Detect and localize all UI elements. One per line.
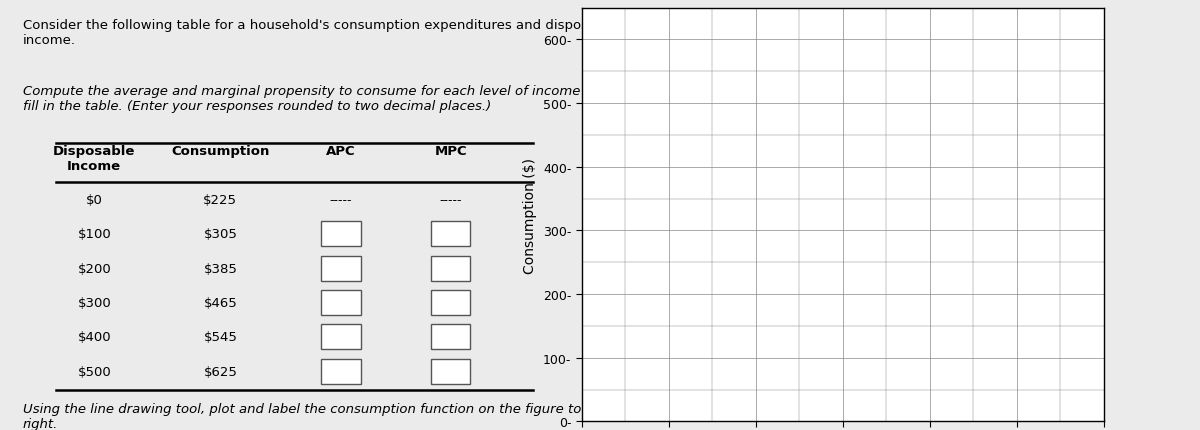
Y-axis label: Consumption ($): Consumption ($) [523,157,538,273]
FancyBboxPatch shape [322,359,361,384]
Text: $100: $100 [77,228,112,241]
FancyBboxPatch shape [431,256,470,281]
Text: Compute the average and marginal propensity to consume for each level of income : Compute the average and marginal propens… [23,85,610,113]
FancyBboxPatch shape [431,359,470,384]
Text: $300: $300 [77,296,112,309]
FancyBboxPatch shape [431,325,470,350]
Text: Using the line drawing tool, plot and label the consumption function on the figu: Using the line drawing tool, plot and la… [23,402,607,430]
Text: $545: $545 [204,331,238,344]
FancyBboxPatch shape [431,222,470,247]
Text: Consider the following table for a household's consumption expenditures and disp: Consider the following table for a house… [23,19,617,47]
Text: $225: $225 [203,194,238,206]
Text: -----: ----- [330,194,353,206]
Text: $400: $400 [78,331,112,344]
Text: $500: $500 [77,365,112,378]
Text: $200: $200 [77,262,112,275]
FancyBboxPatch shape [322,222,361,247]
Text: $305: $305 [204,228,238,241]
Text: $625: $625 [204,365,238,378]
FancyBboxPatch shape [322,325,361,350]
FancyBboxPatch shape [322,290,361,315]
FancyBboxPatch shape [322,256,361,281]
Text: MPC: MPC [434,145,467,158]
Text: $385: $385 [204,262,238,275]
Text: $465: $465 [204,296,238,309]
Text: Disposable
Income: Disposable Income [53,145,136,173]
Text: -----: ----- [439,194,462,206]
Text: $0: $0 [86,194,103,206]
Text: APC: APC [326,145,356,158]
Text: Consumption: Consumption [172,145,270,158]
FancyBboxPatch shape [431,290,470,315]
